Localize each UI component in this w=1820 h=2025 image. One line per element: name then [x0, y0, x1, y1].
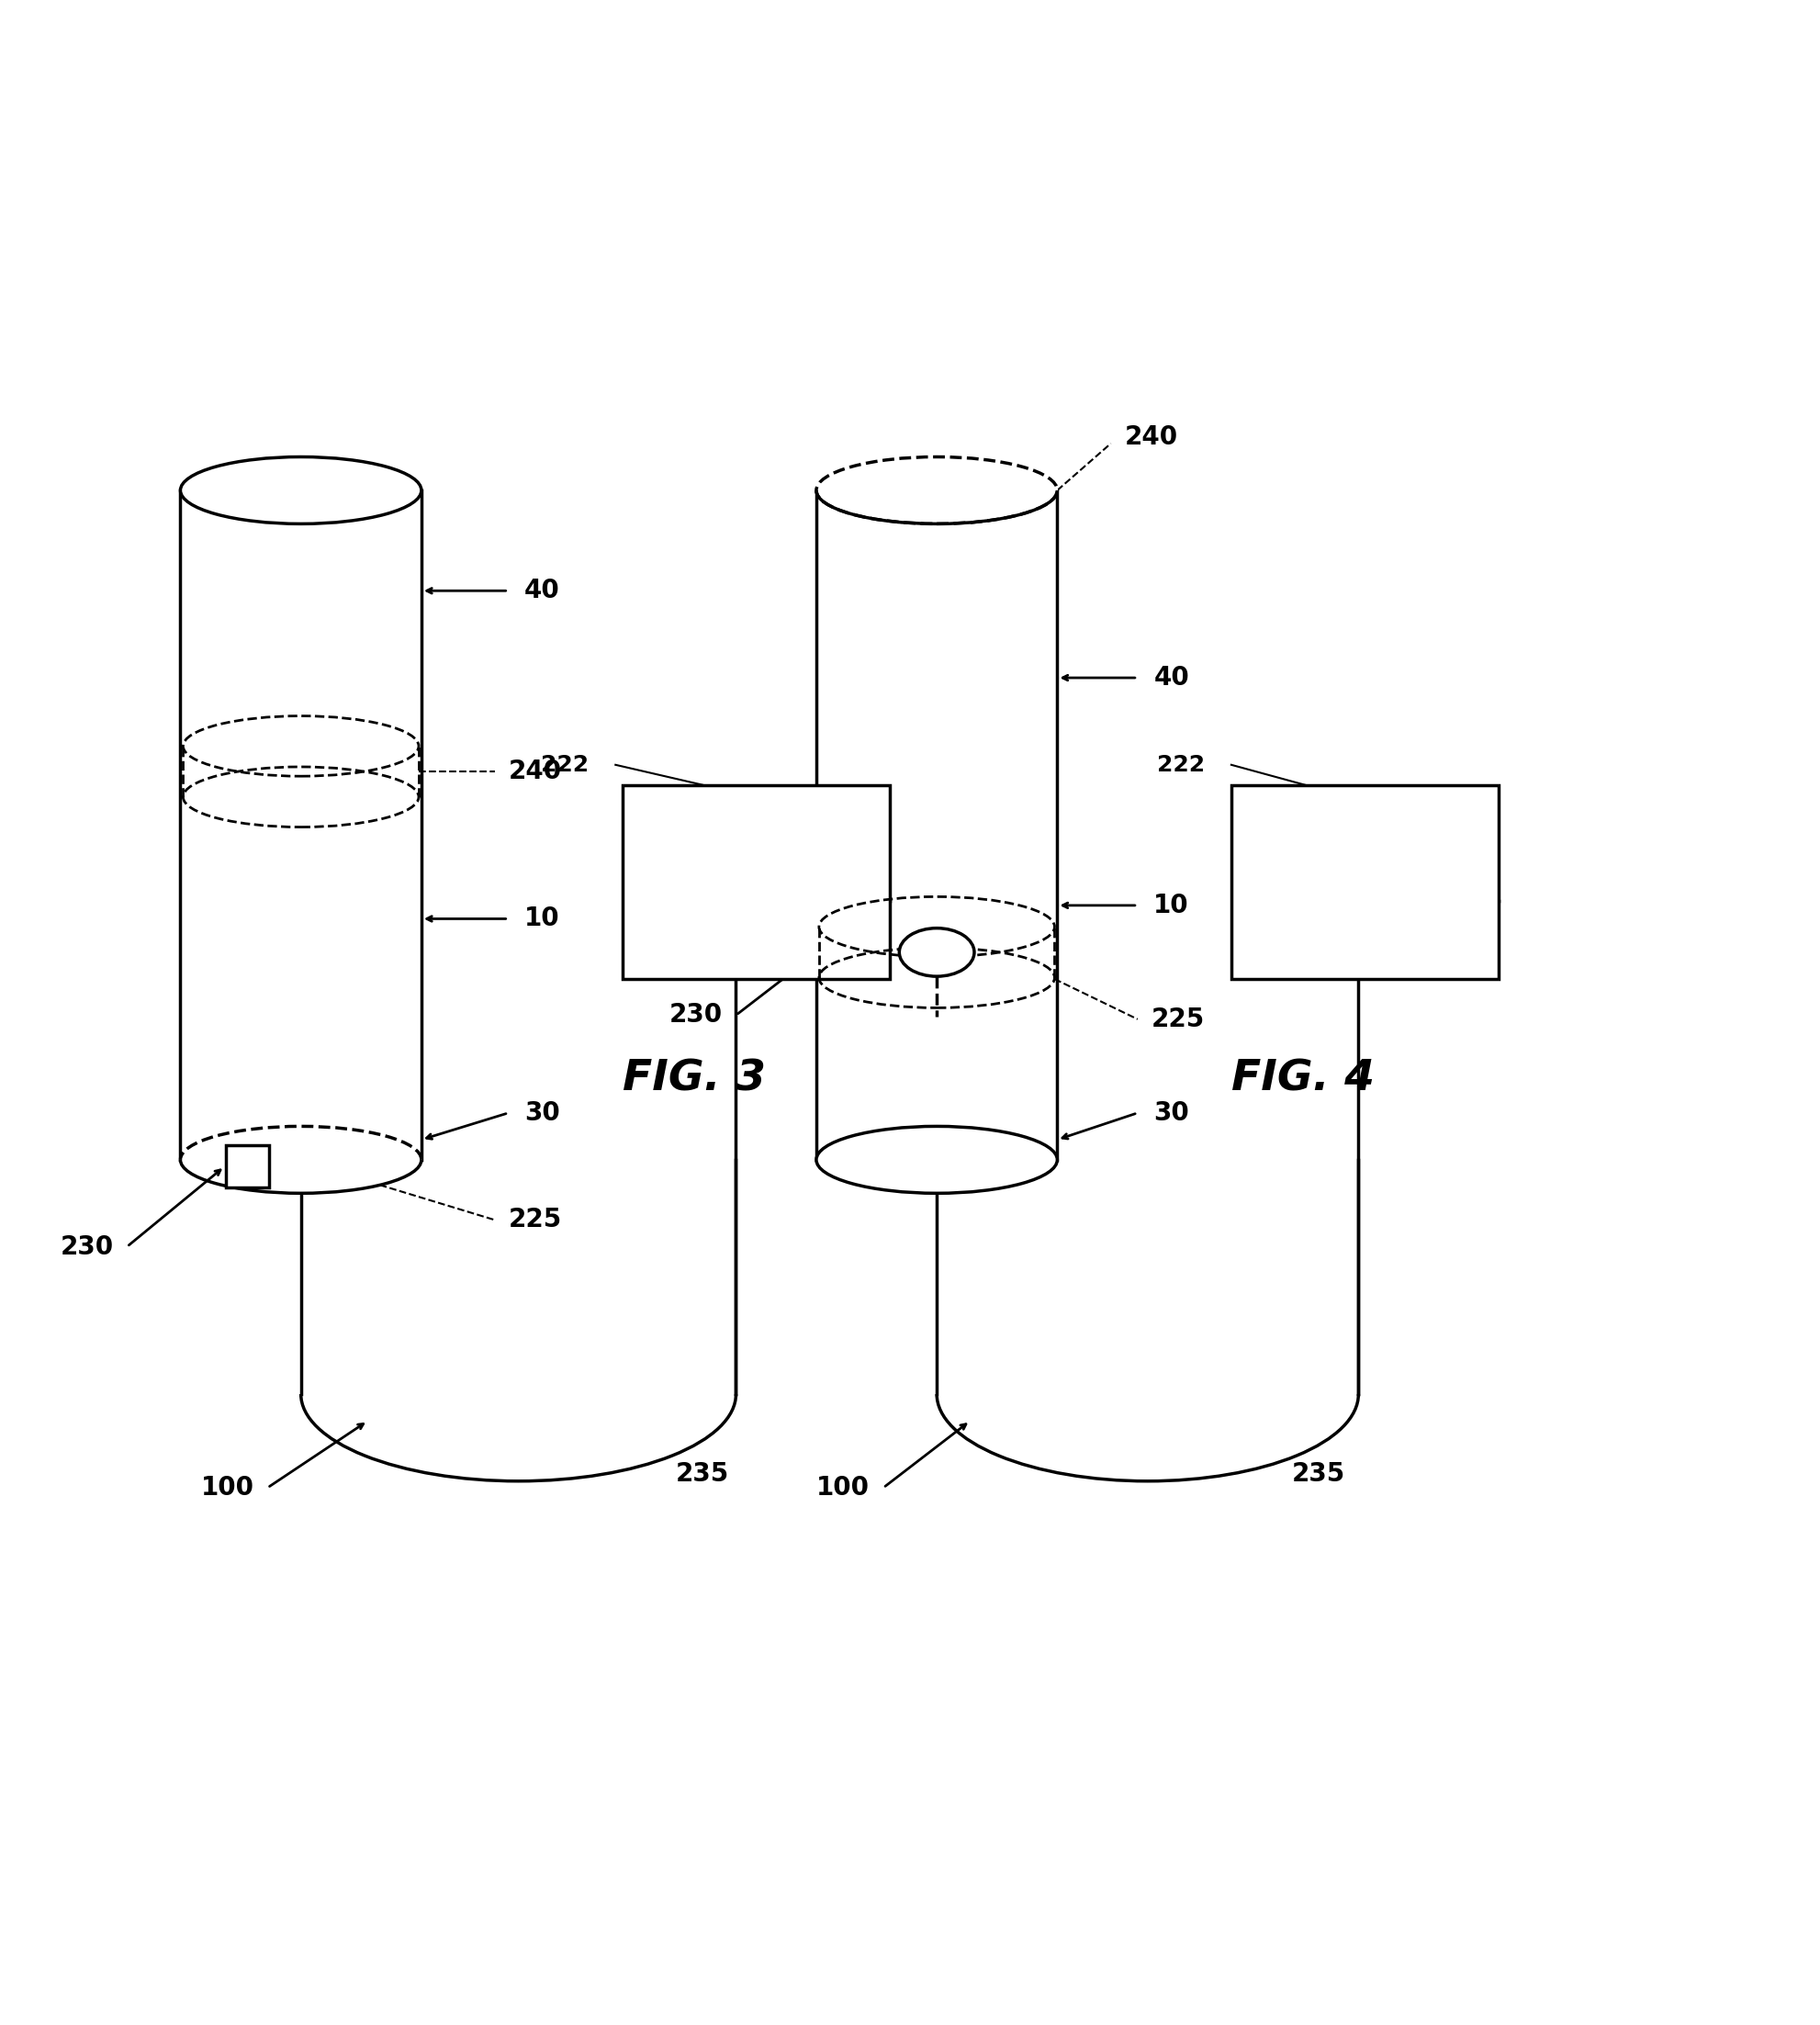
Ellipse shape: [180, 458, 422, 524]
Bar: [226, 1144, 269, 1189]
Text: 235: 235: [1292, 1462, 1345, 1486]
Text: 222: 222: [541, 753, 588, 776]
Text: ANALYZER: ANALYZER: [704, 907, 808, 923]
Text: 235: 235: [675, 1462, 730, 1486]
Ellipse shape: [817, 458, 1057, 524]
Text: FIG. 3: FIG. 3: [622, 1059, 766, 1100]
Text: 10: 10: [524, 905, 561, 932]
Text: 230: 230: [60, 1233, 113, 1260]
Text: 40: 40: [1154, 664, 1188, 691]
Text: 30: 30: [524, 1100, 561, 1126]
Text: 230: 230: [670, 1002, 723, 1029]
Text: 222: 222: [1158, 753, 1205, 776]
Bar: [1232, 786, 1500, 978]
Text: 100: 100: [200, 1474, 255, 1501]
Text: FIG. 4: FIG. 4: [1232, 1059, 1374, 1100]
Text: 240: 240: [1125, 423, 1178, 450]
Text: 225: 225: [508, 1207, 562, 1233]
Text: 225: 225: [1150, 1006, 1205, 1033]
Text: 30: 30: [1154, 1100, 1188, 1126]
Text: 10: 10: [1154, 893, 1188, 917]
Text: NETWORK: NETWORK: [1314, 840, 1416, 857]
Text: ANALYZER: ANALYZER: [1314, 907, 1416, 923]
Ellipse shape: [817, 1126, 1057, 1193]
Bar: [622, 786, 890, 978]
Text: 240: 240: [508, 759, 562, 784]
Ellipse shape: [180, 1126, 422, 1193]
Ellipse shape: [899, 927, 974, 976]
Text: 40: 40: [524, 577, 561, 603]
Text: 100: 100: [817, 1474, 870, 1501]
Text: NETWORK: NETWORK: [704, 840, 806, 857]
